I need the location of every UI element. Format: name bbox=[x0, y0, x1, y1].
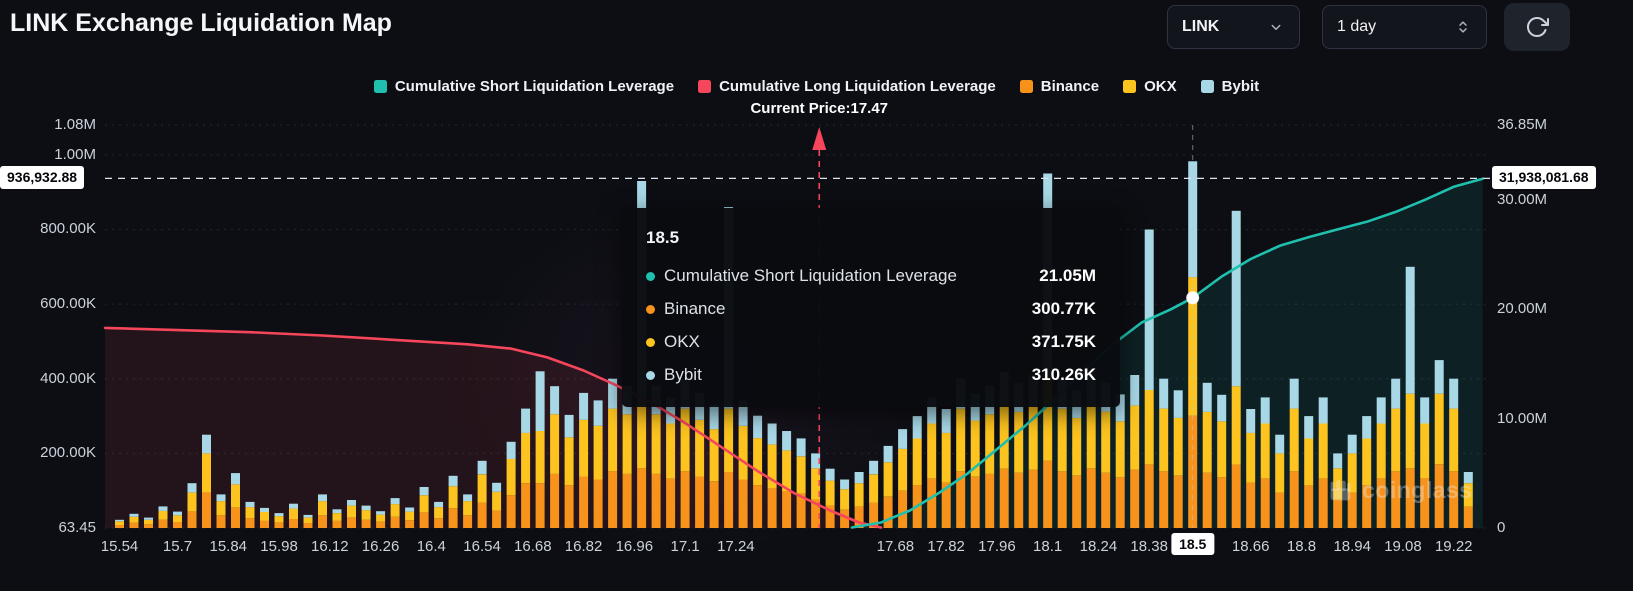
tooltip-row-value: 300.77K bbox=[1031, 299, 1096, 318]
series-dot-icon bbox=[646, 304, 655, 314]
tooltip-row-label: Bybit bbox=[664, 365, 702, 384]
series-dot-icon bbox=[646, 271, 655, 281]
tooltip-row-value: 310.26K bbox=[1031, 365, 1096, 384]
tooltip-row-value: 21.05M bbox=[1039, 266, 1096, 285]
interval-select-value: 1 day bbox=[1337, 18, 1377, 35]
legend-item[interactable]: Bybit bbox=[1200, 78, 1260, 95]
chart-tooltip: 18.5 Cumulative Short Liquidation Levera… bbox=[622, 208, 1120, 407]
series-dot-icon bbox=[646, 337, 655, 347]
legend-label: Cumulative Long Liquidation Leverage bbox=[719, 78, 996, 95]
coinglass-watermark: coinglass bbox=[1327, 477, 1473, 504]
legend-label: OKX bbox=[1144, 78, 1177, 95]
legend-item[interactable]: Binance bbox=[1019, 78, 1100, 95]
legend: Cumulative Short Liquidation Leverage Cum… bbox=[0, 78, 1633, 95]
legend-swatch bbox=[373, 80, 387, 93]
interval-select[interactable]: 1 day bbox=[1322, 5, 1487, 49]
series-dot-icon bbox=[646, 370, 655, 380]
legend-swatch bbox=[698, 80, 712, 93]
legend-label: Cumulative Short Liquidation Leverage bbox=[394, 78, 675, 95]
legend-item[interactable]: OKX bbox=[1123, 78, 1177, 95]
watermark-text: coinglass bbox=[1362, 477, 1473, 503]
legend-label: Binance bbox=[1040, 78, 1100, 95]
legend-swatch bbox=[1019, 80, 1033, 93]
symbol-select-value: LINK bbox=[1182, 18, 1220, 35]
chevron-up-down-icon bbox=[1459, 21, 1467, 33]
tooltip-row-label: Binance bbox=[664, 299, 726, 318]
tooltip-row-label: Cumulative Short Liquidation Leverage bbox=[664, 266, 957, 285]
tooltip-row-label: OKX bbox=[664, 332, 700, 351]
legend-swatch bbox=[1200, 80, 1214, 93]
tooltip-title: 18.5 bbox=[646, 228, 680, 247]
current-price-label: Current Price:17.47 bbox=[750, 100, 889, 117]
tooltip-row: Binance 300.77K bbox=[646, 299, 1096, 319]
refresh-button[interactable] bbox=[1504, 3, 1570, 51]
tooltip-row-value: 371.75K bbox=[1031, 332, 1096, 351]
refresh-icon bbox=[1527, 17, 1549, 37]
chevron-down-icon bbox=[1271, 24, 1281, 30]
legend-item[interactable]: Cumulative Short Liquidation Leverage bbox=[373, 78, 675, 95]
tooltip-row: Bybit 310.26K bbox=[646, 365, 1096, 385]
legend-swatch bbox=[1123, 80, 1137, 93]
legend-label: Bybit bbox=[1221, 78, 1260, 95]
page-title: LINK Exchange Liquidation Map bbox=[10, 9, 392, 37]
symbol-select[interactable]: LINK bbox=[1167, 5, 1300, 49]
legend-item[interactable]: Cumulative Long Liquidation Leverage bbox=[698, 78, 996, 95]
tooltip-row: OKX 371.75K bbox=[646, 332, 1096, 352]
tooltip-row: Cumulative Short Liquidation Leverage 21.… bbox=[646, 266, 1096, 286]
coinglass-fist-icon bbox=[1330, 480, 1351, 501]
